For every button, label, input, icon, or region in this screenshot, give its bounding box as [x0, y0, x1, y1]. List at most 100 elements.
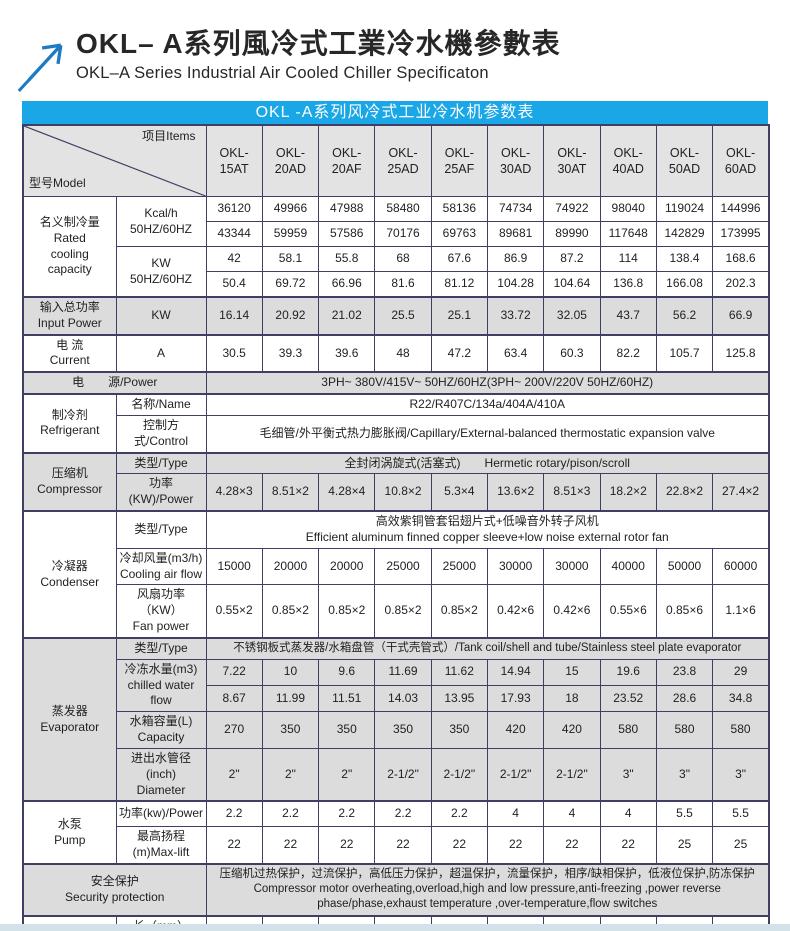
table-cell: 42 — [205, 246, 263, 272]
table-cell: 87.2 — [543, 246, 601, 272]
table-title: OKL -A系列风冷式工业冷水机参数表 — [22, 101, 768, 124]
spec-table-body: 名义制冷量 Rated cooling capacity Kcal/h 50HZ/… — [22, 196, 770, 931]
model-header-label: 型号Model — [29, 176, 86, 191]
table-cell: 420 — [543, 711, 601, 749]
model-header-cell: OKL- 20AF — [318, 124, 376, 197]
table-cell: 60000 — [712, 547, 770, 586]
table-cell: 350 — [261, 711, 320, 749]
table-cell: 2-1/2" — [430, 747, 488, 802]
table-cell: 0.55×2 — [205, 584, 263, 639]
table-row: 安全保护 Security protection 压缩机过热保护，过流保护，高低压… — [22, 863, 770, 917]
table-cell: 22 — [543, 826, 601, 865]
table-cell: 2-1/2" — [486, 747, 545, 802]
table-cell: 81.12 — [430, 271, 488, 298]
table-cell: 2.2 — [261, 800, 320, 828]
table-cell: 4 — [486, 800, 545, 828]
row-label-pump: 水泵 Pump — [22, 800, 117, 865]
table-cell: 39.6 — [318, 333, 376, 373]
table-cell: 69763 — [430, 221, 488, 247]
value-refrigerant-name: R22/R407C/134a/404A/410A — [205, 393, 770, 416]
table-cell: 0.85×2 — [374, 584, 432, 639]
item-evaporator-type: 类型/Type — [115, 636, 207, 660]
table-cell: 0.55×6 — [599, 584, 657, 639]
spec-table-container: OKL -A系列风冷式工业冷水机参数表 项目Items 型号Model OKL-… — [22, 101, 770, 931]
table-row: 输入总功率 Input Power KW 16.14 20.92 21.02 25.5 25… — [22, 296, 770, 336]
table-cell: 74922 — [543, 196, 601, 222]
table-cell: 82.2 — [599, 333, 657, 373]
table-cell: 580 — [712, 711, 770, 749]
table-row: 控制方式/Control 毛细管/外平衡式热力膨胀阀/Capillary/Exte… — [23, 414, 770, 454]
table-row: 8.67 11.99 11.51 14.03 13.95 17.93 18 23.52 28.6… — [23, 684, 770, 713]
table-cell: 125.8 — [712, 333, 770, 373]
row-label-evaporator: 蒸发器 Evaporator — [22, 636, 117, 802]
table-cell: 43.7 — [599, 296, 657, 336]
table-cell: 5.5 — [712, 800, 770, 828]
model-header-cell: OKL- 30AT — [543, 124, 601, 197]
table-cell: 2" — [205, 747, 263, 802]
table-cell: 22.8×2 — [655, 473, 714, 512]
item-pipe-diameter: 进出水管径(inch) Diameter — [115, 747, 207, 802]
table-cell: 25000 — [430, 547, 488, 586]
table-cell: 0.85×6 — [655, 584, 714, 639]
table-cell: 17.93 — [486, 684, 545, 713]
table-cell: 114 — [599, 246, 657, 272]
table-cell: 58480 — [374, 196, 432, 222]
row-label-compressor: 压缩机 Compressor — [22, 451, 117, 512]
item-kcal: Kcal/h 50HZ/60HZ — [115, 196, 207, 247]
table-cell: 5.5 — [655, 800, 714, 828]
table-cell: 11.99 — [261, 684, 320, 713]
table-cell: 270 — [205, 711, 263, 749]
table-cell: 58136 — [430, 196, 488, 222]
item-compressor-type: 类型/Type — [115, 451, 207, 475]
table-cell: 25.5 — [374, 296, 432, 336]
arrow-logo-icon — [17, 43, 63, 92]
item-condenser-type: 类型/Type — [115, 510, 207, 549]
table-cell: 34.8 — [712, 684, 770, 713]
table-cell: 0.85×2 — [261, 584, 320, 639]
item-input-kw: KW — [115, 296, 207, 336]
table-row: 最高扬程(m)Max-lift 22 22 22 22 22 22 22 22 25 25 — [23, 826, 770, 865]
table-cell: 23.8 — [655, 658, 714, 686]
doc-title-zh: OKL– A系列風冷式工業冷水機參數表 — [76, 28, 561, 59]
corner-cell: 项目Items 型号Model — [22, 124, 207, 197]
table-cell: 8.67 — [205, 684, 263, 713]
table-cell: 74734 — [486, 196, 545, 222]
table-cell: 4.28×3 — [205, 473, 263, 512]
model-header-cell: OKL- 20AD — [261, 124, 320, 197]
table-cell: 580 — [655, 711, 714, 749]
row-label-rated-cooling-capacity: 名义制冷量 Rated cooling capacity — [22, 196, 117, 298]
model-header-cell: OKL- 40AD — [599, 124, 657, 197]
table-cell: 22 — [261, 826, 320, 865]
doc-title-en: OKL–A Series Industrial Air Cooled Chill… — [76, 64, 489, 82]
table-cell: 9.6 — [318, 658, 376, 686]
table-cell: 36120 — [205, 196, 263, 222]
table-cell: 166.08 — [655, 271, 714, 298]
table-cell: 2.2 — [430, 800, 488, 828]
table-cell: 68 — [374, 246, 432, 272]
table-cell: 8.51×3 — [543, 473, 601, 512]
table-cell: 168.6 — [712, 246, 770, 272]
table-cell: 1.1×6 — [712, 584, 770, 639]
table-cell: 104.64 — [543, 271, 601, 298]
table-cell: 50.4 — [205, 271, 263, 298]
table-cell: 2-1/2" — [543, 747, 601, 802]
table-row: KW 50HZ/60HZ 42 58.1 55.8 68 67.6 86.9 87.2 114 1… — [23, 246, 770, 298]
table-cell: 30.5 — [205, 333, 263, 373]
item-ampere: A — [115, 333, 207, 373]
table-cell: 350 — [430, 711, 488, 749]
table-cell: 22 — [430, 826, 488, 865]
table-row: 电 流 Current A 30.5 39.3 39.6 48 47.2 63.4 60.3 82… — [22, 333, 770, 373]
table-cell: 0.42×6 — [543, 584, 601, 639]
table-cell: 0.42×6 — [486, 584, 545, 639]
table-cell: 18.2×2 — [599, 473, 657, 512]
table-cell: 0.85×2 — [318, 584, 376, 639]
table-cell: 22 — [599, 826, 657, 865]
table-cell: 47.2 — [430, 333, 488, 373]
table-cell: 350 — [374, 711, 432, 749]
table-cell: 66.96 — [318, 271, 376, 298]
table-cell: 2.2 — [205, 800, 263, 828]
table-cell: 20000 — [261, 547, 320, 586]
model-header-cell: OKL- 25AF — [430, 124, 488, 197]
table-row: 水箱容量(L) Capacity 270 350 350 350 350 420 420 580… — [23, 711, 770, 749]
